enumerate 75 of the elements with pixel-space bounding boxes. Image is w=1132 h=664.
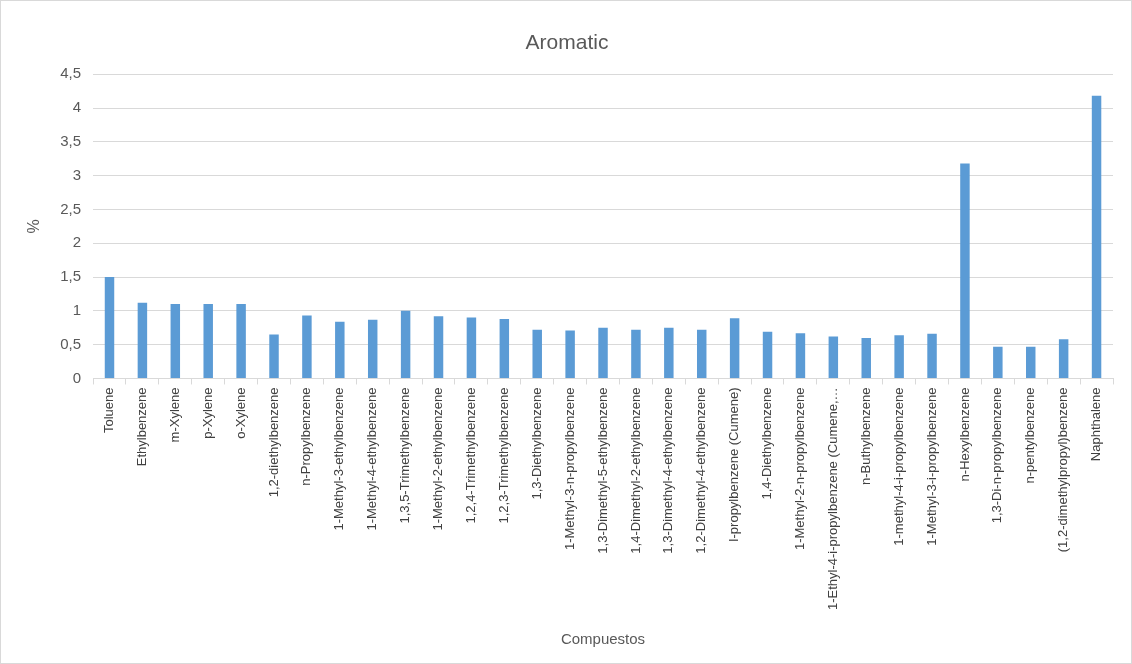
bar (532, 329, 542, 378)
bar (795, 333, 806, 378)
x-tick-label: 1,2-Dimethyl-4-ethylbenzene (693, 387, 709, 554)
x-tick-label: Naphthalene (1088, 387, 1104, 462)
bar (861, 337, 871, 378)
bar (598, 327, 608, 378)
x-tick-label: 1-Methyl-2-n-propylbenzene (792, 387, 808, 551)
bar (1058, 339, 1069, 378)
bar (104, 277, 115, 378)
x-tick-label: (1,2-dimethylpropyl)benzene (1055, 387, 1071, 553)
x-tick-label: 1,2,4-Trimethylbenzene (463, 387, 478, 524)
x-tick-label: 1,2,3-Trimethylbenzene (495, 387, 511, 524)
y-tick-label: 4 (72, 98, 82, 116)
bar (894, 335, 904, 378)
x-tick-label: 1,2-diethylbenzene (265, 387, 281, 498)
bar (302, 315, 312, 378)
bar (400, 310, 411, 378)
bar (993, 346, 1003, 378)
x-tick-label: I-propylbenzene (Cumene) (726, 387, 742, 543)
bar (1091, 95, 1102, 378)
bar (170, 304, 181, 378)
bar (696, 329, 707, 378)
bar (927, 333, 937, 378)
x-tick-label: n-Buthylbenzene (857, 387, 873, 486)
y-tick-label: 1,5 (60, 267, 82, 285)
x-tick-label: 1,3-Di-n-propylbenzene (989, 387, 1005, 524)
x-tick-label: p-Xylene (199, 387, 215, 439)
x-tick-label: 1-Ethyl-4-i-propylbenzene (Cumene,… (824, 387, 840, 610)
y-axis-title: % (25, 219, 43, 234)
y-tick-label: 2,5 (60, 199, 82, 217)
x-tick-label: 1-methyl-4-i-propylbenzene (890, 387, 906, 546)
x-tick-label: 1,4-Dimethyl-2-ethylbenzene (627, 387, 643, 554)
bar (499, 318, 510, 378)
x-tick-label: 1-Methyl-3-n-propylbenzene (561, 387, 577, 551)
y-tick-label: 2 (72, 233, 82, 251)
x-tick-label: 1-Methyl-2-ethylbenzene (430, 387, 446, 531)
bar (335, 321, 345, 378)
x-tick-label: 1,3-Dimethyl-4-ethylbenzene (660, 387, 676, 554)
x-tick-label: Toluene (101, 387, 117, 433)
x-tick-label: 1-Methyl-3-ethylbenzene (331, 387, 347, 531)
bar (729, 318, 740, 378)
y-tick-label: 3 (72, 165, 82, 183)
x-tick-label: n-Hexylbenzene (956, 387, 972, 482)
y-tick-label: 4,5 (60, 64, 82, 82)
bar (466, 317, 477, 378)
y-tick-label: 1 (72, 300, 82, 318)
y-tick-label: 0 (72, 368, 82, 386)
bar (203, 304, 213, 378)
bar (828, 336, 839, 378)
x-tick-label: 1,4-Diethylbenzene (759, 387, 775, 500)
chart-title: Aromatic (525, 30, 609, 54)
bar (367, 319, 378, 378)
x-tick-label: 1,3,5-Trimethylbenzene (397, 387, 413, 524)
bar (664, 327, 674, 378)
bar (762, 331, 773, 378)
bar (960, 163, 970, 378)
x-tick-label: o-Xylene (232, 387, 248, 439)
x-tick-label: n-Propylbenzene (298, 387, 314, 486)
y-tick-label: 0,5 (60, 334, 82, 352)
bar (137, 302, 148, 378)
y-tick-label: 3,5 (60, 131, 82, 149)
bar (1026, 346, 1036, 378)
x-tick-label: 1,3-Dimethyl-5-ethylbenzene (594, 387, 610, 554)
x-tick-label: m-Xylene (166, 387, 182, 443)
bar (565, 330, 575, 378)
bar (631, 329, 641, 378)
x-tick-label: n-pentylbenzene (1022, 387, 1038, 484)
x-tick-label: 1-Methyl-4-ethylbenzene (364, 387, 380, 531)
x-axis-title: Compuestos (560, 630, 646, 648)
x-tick-label: Ethylbenzene (133, 387, 149, 467)
x-tick-label: 1-Methyl-3-i-propylbenzene (923, 387, 939, 546)
x-tick-label: 1,3-Diethylbenzene (528, 387, 544, 500)
bar (433, 316, 444, 378)
bar (269, 334, 279, 378)
bar (236, 304, 246, 378)
